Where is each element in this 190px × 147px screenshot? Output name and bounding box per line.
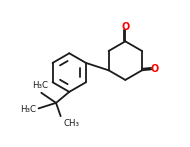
Text: O: O (150, 64, 158, 74)
Text: H₃C: H₃C (32, 81, 48, 90)
Text: CH₃: CH₃ (63, 118, 79, 127)
Text: H₃C: H₃C (20, 105, 36, 114)
Text: O: O (121, 22, 129, 32)
